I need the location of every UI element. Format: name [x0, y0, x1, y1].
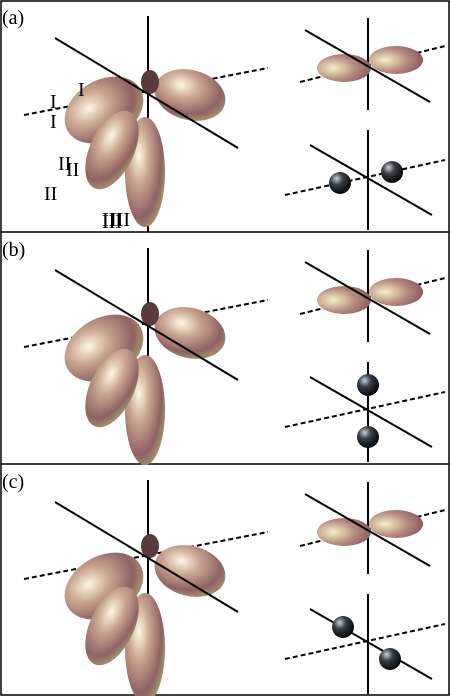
panel: (b)	[2, 239, 445, 465]
panel-label: (c)	[2, 471, 24, 493]
panel-label: (a)	[2, 7, 24, 29]
lobe-label: I	[78, 79, 85, 101]
panel: (a)	[2, 7, 445, 232]
lobe	[369, 510, 423, 538]
lobe-label: I	[50, 91, 57, 113]
lobe-label: II	[44, 183, 57, 205]
atom	[381, 161, 403, 183]
lobe-label: II	[66, 159, 79, 181]
atom	[329, 172, 351, 194]
lobe	[317, 518, 371, 546]
lobe	[369, 46, 423, 74]
atom	[357, 374, 379, 396]
lobe	[317, 286, 371, 314]
lobe-label: III	[102, 209, 122, 231]
atom	[332, 616, 354, 638]
atom	[357, 426, 379, 448]
figure: (a)IIIIII(b)IIIIII(c)IIIIII	[0, 0, 450, 696]
panel-label: (b)	[2, 239, 25, 261]
lobe-label: I	[50, 111, 57, 133]
panel: (c)	[2, 471, 445, 696]
lobe	[317, 54, 371, 82]
atom	[379, 648, 401, 670]
lobe	[369, 278, 423, 306]
axis	[310, 145, 432, 215]
axis	[310, 609, 432, 679]
lobe	[149, 538, 231, 605]
